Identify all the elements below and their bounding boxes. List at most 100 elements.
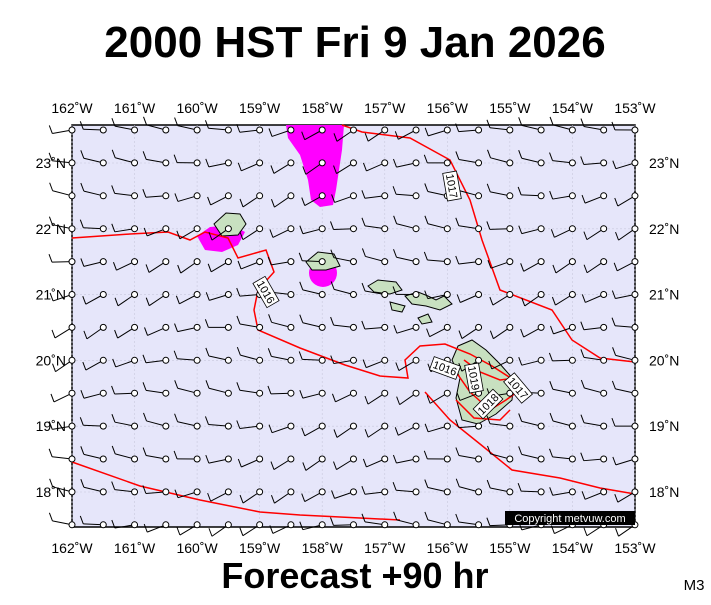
lat-label-left: 21˚N (36, 287, 66, 303)
lat-label-left: 20˚N (36, 352, 66, 368)
barb-station (350, 127, 356, 133)
barb-station (413, 423, 419, 429)
barb-station (257, 160, 263, 166)
model-label: M3 (684, 577, 705, 594)
barb-flag (49, 513, 52, 521)
barb-station (319, 226, 325, 232)
lon-label-bottom: 162˚W (51, 540, 93, 556)
barb-station (632, 324, 638, 330)
barb-station (350, 324, 356, 330)
barb-station (163, 193, 169, 199)
barb-station (538, 423, 544, 429)
barb-station (69, 456, 75, 462)
barb-station (69, 160, 75, 166)
copyright: Copyright metvuw.com (514, 513, 625, 525)
barb-station (257, 259, 263, 265)
barb-station (382, 160, 388, 166)
barb-station (350, 357, 356, 363)
barb-flag (209, 528, 212, 536)
barb-station (476, 522, 482, 528)
barb-station (288, 292, 294, 298)
barb-station (632, 292, 638, 298)
barb-station (225, 390, 231, 396)
lon-label-bottom: 157˚W (364, 540, 406, 556)
barb-station (632, 259, 638, 265)
lon-label-top: 157˚W (364, 100, 406, 116)
barb-station (69, 522, 75, 528)
barb-station (632, 193, 638, 199)
barb-station (257, 127, 263, 133)
barb-flag (49, 125, 52, 133)
barb-station (444, 226, 450, 232)
barb-flag (616, 528, 619, 536)
barb-station (507, 193, 513, 199)
barb-station (413, 522, 419, 528)
barb-station (132, 324, 138, 330)
barb-station (194, 456, 200, 462)
lon-label-top: 153˚W (614, 100, 656, 116)
barb-station (225, 259, 231, 265)
lat-label-left: 19˚N (36, 418, 66, 434)
barb-station (194, 489, 200, 495)
lon-label-top: 154˚W (552, 100, 594, 116)
barb-flag (584, 528, 587, 536)
barb-flag (177, 527, 180, 535)
barb-station (569, 259, 575, 265)
barb-station (69, 324, 75, 330)
barb-station (350, 193, 356, 199)
barb-station (569, 390, 575, 396)
barb-station (507, 292, 513, 298)
barb-station (132, 489, 138, 495)
barb-station (100, 127, 106, 133)
barb-station (225, 522, 231, 528)
barb-station (350, 226, 356, 232)
barb-station (507, 456, 513, 462)
barb-station (382, 259, 388, 265)
barb-station (100, 390, 106, 396)
barb-station (194, 259, 200, 265)
barb-station (476, 226, 482, 232)
barb-station (507, 489, 513, 495)
lon-label-bottom: 156˚W (427, 540, 469, 556)
barb-station (100, 259, 106, 265)
barb-station (382, 324, 388, 330)
barb-station (163, 324, 169, 330)
barb-station (319, 127, 325, 133)
barb-station (319, 489, 325, 495)
barb-station (632, 423, 638, 429)
barb-station (100, 324, 106, 330)
barb-station (163, 456, 169, 462)
barb-station (632, 127, 638, 133)
barb-station (476, 292, 482, 298)
barb-station (69, 292, 75, 298)
barb-station (163, 522, 169, 528)
barb-station (225, 226, 231, 232)
barb-station (319, 324, 325, 330)
barb-station (194, 160, 200, 166)
barb-station (194, 292, 200, 298)
barb-station (632, 390, 638, 396)
barb-station (163, 423, 169, 429)
barb-station (163, 489, 169, 495)
barb-station (476, 423, 482, 429)
barb-station (132, 160, 138, 166)
barb-station (569, 160, 575, 166)
barb-station (69, 357, 75, 363)
barb-station (288, 489, 294, 495)
barb-station (100, 226, 106, 232)
barb-station (476, 489, 482, 495)
barb-station (476, 193, 482, 199)
barb-station (538, 324, 544, 330)
barb-station (350, 489, 356, 495)
barb-station (538, 456, 544, 462)
barb-station (632, 160, 638, 166)
barb-station (601, 259, 607, 265)
barb-station (382, 456, 388, 462)
barb-station (100, 522, 106, 528)
barb-station (507, 357, 513, 363)
barb-station (288, 390, 294, 396)
lon-label-bottom: 161˚W (114, 540, 156, 556)
barb-station (288, 259, 294, 265)
barb-station (601, 324, 607, 330)
barb-station (382, 226, 388, 232)
